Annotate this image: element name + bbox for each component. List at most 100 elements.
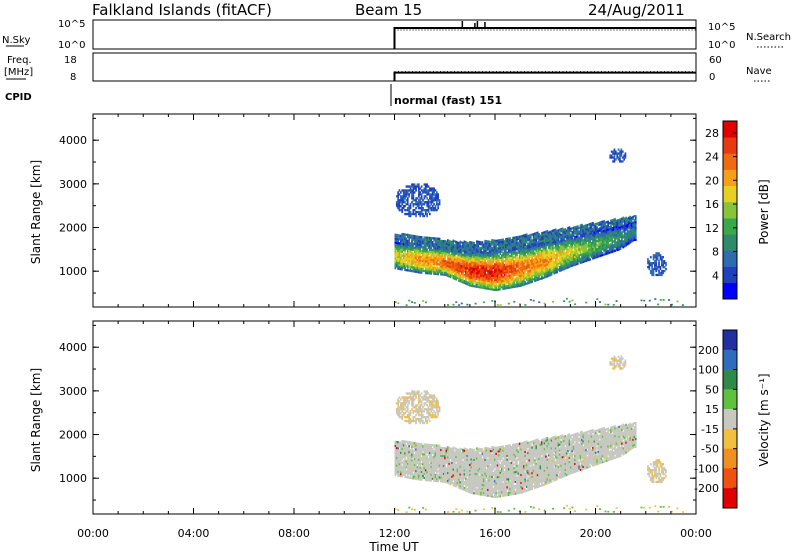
power-cell xyxy=(658,260,660,262)
power-cell xyxy=(439,238,441,240)
power-cell xyxy=(428,209,430,211)
nsky-tick-top: 10^5 xyxy=(58,19,85,30)
power-cell xyxy=(649,300,651,302)
power-cell xyxy=(635,221,637,223)
power-cell xyxy=(436,209,438,211)
power-cell xyxy=(607,304,609,306)
power-cell xyxy=(676,301,678,303)
power-cell xyxy=(418,183,420,185)
power-cell xyxy=(668,299,670,301)
power-colorbar-swatch xyxy=(723,251,737,268)
power-cell xyxy=(428,191,430,193)
power-cell xyxy=(616,300,618,302)
power-cell xyxy=(439,201,441,203)
power-cell xyxy=(657,304,659,306)
power-cell xyxy=(407,191,409,193)
power-cell xyxy=(616,154,618,156)
power-cell xyxy=(453,304,455,306)
power-cell xyxy=(660,266,662,268)
power-cell xyxy=(411,201,413,203)
power-cell xyxy=(466,304,468,306)
power-cell xyxy=(625,152,627,154)
power-cell xyxy=(516,254,518,256)
power-colorbar-swatch xyxy=(723,218,737,235)
power-cell xyxy=(491,300,493,302)
power-cell xyxy=(399,207,401,209)
power-cell xyxy=(622,160,624,162)
power-cell xyxy=(411,301,413,303)
power-cell xyxy=(635,233,637,235)
power-cell xyxy=(410,203,412,205)
power-cell xyxy=(421,185,423,187)
nsky-tick-bottom: 10^0 xyxy=(58,40,85,51)
power-cell xyxy=(662,256,664,258)
cpid-value: normal (fast) 151 xyxy=(394,94,502,107)
nsky-trace xyxy=(395,21,697,49)
power-ytick-label: 1000 xyxy=(59,265,87,278)
power-cell xyxy=(461,303,463,305)
power-cell xyxy=(482,241,484,243)
power-cell xyxy=(414,191,416,193)
power-cell xyxy=(655,260,657,262)
power-cell xyxy=(660,299,662,301)
power-cell xyxy=(422,207,424,209)
power-cell xyxy=(415,207,417,209)
power-cell xyxy=(647,258,649,260)
velocity-cell xyxy=(408,447,410,449)
power-cell xyxy=(563,300,565,302)
power-cell xyxy=(619,156,621,158)
power-cell xyxy=(428,185,430,187)
power-cell xyxy=(508,303,510,305)
power-cell xyxy=(658,252,660,254)
velocity-heatmap xyxy=(395,356,684,514)
power-cell xyxy=(426,213,428,215)
power-colorbar-swatch xyxy=(723,121,737,138)
power-cell xyxy=(415,215,417,217)
nsky-label: N.Sky xyxy=(2,35,30,46)
power-cell xyxy=(414,302,416,304)
power-cell xyxy=(455,301,457,303)
freq-label: Freq. xyxy=(7,55,32,66)
station-title: Falkland Islands (fitACF) xyxy=(92,1,272,19)
power-cell xyxy=(410,215,412,217)
power-cell xyxy=(497,304,499,306)
nsearch-tick-top: 10^5 xyxy=(708,22,735,33)
freq-tick-top: 18 xyxy=(64,55,77,66)
power-cell xyxy=(433,191,435,193)
power-cell xyxy=(585,302,587,304)
power-cell xyxy=(421,201,423,203)
power-cell xyxy=(473,242,475,244)
power-cell xyxy=(605,304,607,306)
freq-line xyxy=(395,73,697,81)
power-cell xyxy=(618,149,620,151)
freq-unit: [MHz] xyxy=(4,67,33,78)
power-ytick-label: 4000 xyxy=(59,134,87,147)
power-cell xyxy=(596,298,598,300)
power-cell xyxy=(613,304,615,306)
power-cell xyxy=(566,298,568,300)
power-heatmap xyxy=(395,149,684,307)
power-cell xyxy=(663,299,665,301)
freq-trace xyxy=(395,72,697,81)
power-cell xyxy=(655,264,657,266)
nsearch-tick-bottom: 10^0 xyxy=(708,40,735,51)
power-cell xyxy=(658,264,660,266)
power-cell xyxy=(643,300,645,302)
power-cell xyxy=(524,304,526,306)
power-cell xyxy=(437,193,439,195)
power-cell xyxy=(418,185,420,187)
freq-tick-bottom: 8 xyxy=(70,72,76,83)
power-cell xyxy=(635,225,637,227)
beam-label: Beam 15 xyxy=(355,1,422,19)
power-cell xyxy=(483,301,485,303)
power-cell xyxy=(651,264,653,266)
power-colorbar-tick-label: 24 xyxy=(705,151,719,164)
power-cell xyxy=(400,191,402,193)
nsky-line xyxy=(395,28,697,49)
power-colorbar-swatch xyxy=(723,186,737,203)
power-cell xyxy=(641,300,643,302)
power-cell xyxy=(415,213,417,215)
power-cell xyxy=(662,264,664,266)
power-cell xyxy=(436,201,438,203)
